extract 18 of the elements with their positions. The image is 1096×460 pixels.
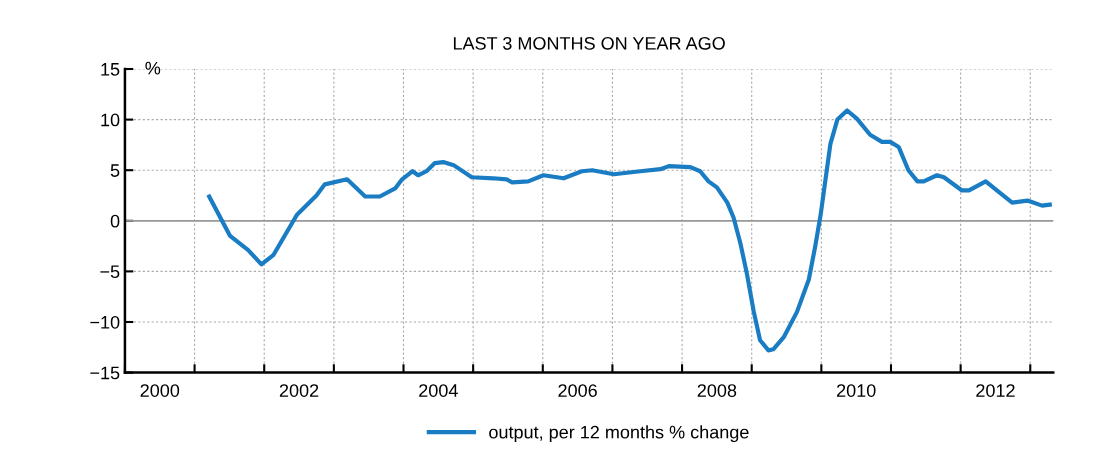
x-tick-label: 2004 <box>419 384 458 397</box>
y-axis-title: % <box>145 61 161 75</box>
y-tick-label: 15 <box>101 63 120 76</box>
chart-title: LAST 3 MONTHS ON YEAR AGO <box>453 36 725 50</box>
x-tick-label: 2000 <box>140 384 180 397</box>
x-tick-label: 2010 <box>837 384 876 397</box>
y-tick-label: 0 <box>110 214 120 228</box>
y-tick-label: −15 <box>90 366 120 380</box>
x-tick-label: 2002 <box>279 384 319 397</box>
y-tick-label: −10 <box>90 315 120 329</box>
y-tick-label: 5 <box>110 164 120 177</box>
x-tick-label: 2008 <box>697 384 737 397</box>
y-tick-label: 10 <box>101 113 120 127</box>
legend-label: output, per 12 months % change <box>489 425 749 443</box>
y-tick-label: −5 <box>100 265 120 279</box>
x-tick-label: 2006 <box>558 384 597 397</box>
x-tick-label: 2012 <box>976 384 1015 397</box>
line-series <box>207 108 1052 353</box>
